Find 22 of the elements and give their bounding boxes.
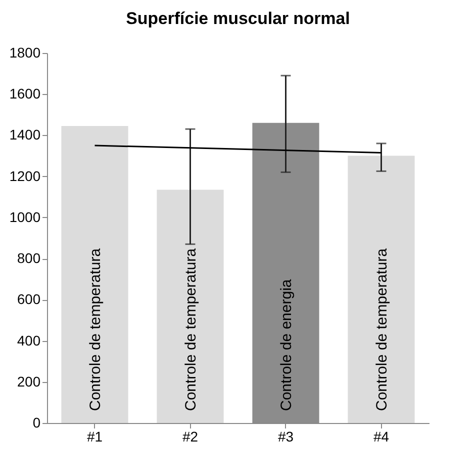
y-tick-label: 1200: [9, 168, 41, 184]
bar: [348, 156, 415, 423]
y-tick-label: 200: [17, 373, 41, 390]
annotation: Controle de energia: [278, 278, 295, 411]
y-tick-label: 1000: [9, 208, 41, 225]
x-tick-label: #3: [278, 428, 294, 444]
x-tick-label: #4: [373, 428, 390, 444]
y-tick-label: 600: [17, 291, 41, 308]
y-tick-label: 800: [17, 250, 41, 266]
x-tick-label: #1: [86, 428, 103, 444]
annotation: Controle de temperatura: [182, 248, 200, 411]
y-tick-label: 1600: [9, 86, 41, 102]
y-tick-label: 1400: [9, 126, 41, 143]
bar: [156, 190, 224, 423]
chart-title: Superfície muscular normal: [126, 9, 350, 28]
y-tick-label: 0: [32, 414, 41, 430]
x-tick-label: #2: [182, 428, 198, 444]
y-tick-label: 1800: [9, 44, 41, 60]
bar: [61, 126, 128, 423]
y-tick-label: 400: [17, 332, 41, 348]
annotation: Controle de temperatura: [86, 248, 104, 411]
annotation: Controle de temperatura: [373, 248, 390, 411]
